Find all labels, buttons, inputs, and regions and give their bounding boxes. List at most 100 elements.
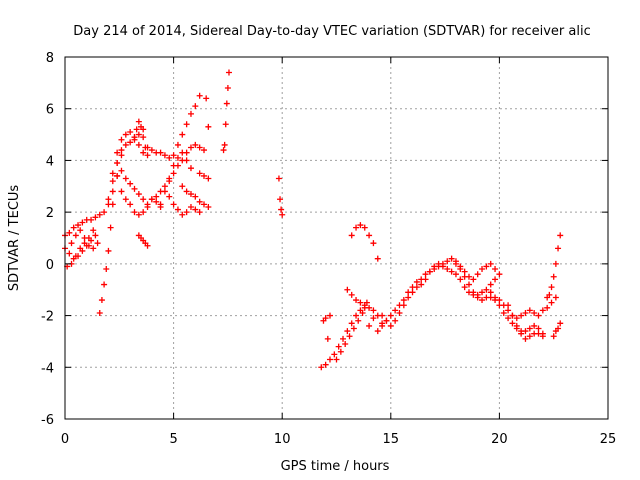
data-point [183, 188, 190, 195]
data-point [522, 309, 529, 316]
data-point [492, 294, 499, 301]
data-point [105, 247, 112, 254]
data-point [479, 266, 486, 273]
data-point [374, 328, 381, 335]
x-tick-label: 5 [169, 432, 177, 447]
data-point [187, 144, 194, 151]
data-point [555, 325, 562, 332]
series-trace-e [96, 152, 125, 316]
data-point [161, 183, 168, 190]
data-point [413, 284, 420, 291]
data-point [531, 309, 538, 316]
data-point [221, 141, 228, 148]
data-point [196, 144, 203, 151]
data-point [81, 235, 88, 241]
data-point [201, 172, 208, 179]
data-point [550, 333, 557, 340]
series-trace-ad [487, 289, 559, 322]
data-point [518, 330, 525, 337]
data-point [346, 333, 353, 340]
data-point [418, 281, 425, 288]
data-point [277, 196, 284, 203]
data-point [196, 92, 203, 99]
series-trace-ab [379, 260, 499, 329]
data-point [340, 335, 347, 342]
data-point [109, 178, 116, 185]
data-point [275, 175, 282, 182]
data-point [79, 219, 86, 226]
data-point [77, 245, 84, 252]
data-point [201, 201, 208, 208]
x-tick-label: 15 [383, 432, 400, 447]
data-point [70, 224, 77, 231]
data-point [140, 149, 147, 156]
data-point [187, 191, 194, 198]
data-point [479, 289, 486, 296]
series-trace-ag [550, 320, 564, 340]
series-trace-l [144, 144, 173, 161]
data-point [127, 139, 134, 146]
data-point [192, 103, 199, 110]
series-trace-o [166, 193, 203, 218]
data-point [344, 286, 351, 293]
data-point [539, 333, 546, 340]
data-point [131, 185, 138, 192]
y-tick-label: 2 [46, 206, 54, 221]
data-point [68, 240, 75, 247]
data-point [224, 85, 231, 92]
data-point [344, 328, 351, 335]
data-point [66, 250, 73, 257]
data-point [322, 315, 329, 322]
data-point [342, 341, 349, 348]
data-point [370, 315, 377, 322]
x-tick-label: 10 [274, 432, 291, 447]
data-point [318, 364, 325, 371]
data-point [90, 245, 97, 252]
data-point [526, 333, 533, 340]
data-point [131, 209, 138, 216]
data-point [135, 141, 142, 148]
data-point [548, 284, 555, 291]
data-point [174, 141, 181, 148]
data-point [122, 196, 129, 203]
data-point [487, 289, 494, 296]
data-point [444, 258, 451, 265]
data-point [138, 123, 145, 130]
data-point [118, 147, 125, 154]
data-point [509, 312, 516, 319]
data-point [374, 255, 381, 262]
series-trace-m [148, 141, 208, 203]
data-point [409, 289, 416, 296]
data-point [161, 188, 168, 195]
series-trace-u [275, 175, 286, 218]
data-point [96, 309, 103, 316]
data-point [435, 260, 442, 267]
data-point [148, 196, 155, 203]
data-point [101, 209, 108, 216]
data-point [392, 317, 399, 324]
data-point [192, 141, 199, 148]
data-point [127, 180, 134, 187]
data-point [326, 356, 333, 363]
data-point [326, 312, 333, 319]
data-point [526, 307, 533, 314]
data-point [483, 286, 490, 293]
data-point [92, 232, 99, 239]
data-point [505, 315, 512, 322]
y-tick-label: 0 [46, 258, 54, 273]
data-point [535, 330, 542, 337]
data-point [203, 95, 210, 102]
data-point [140, 209, 147, 216]
data-point [439, 263, 446, 270]
x-tick-label: 25 [600, 432, 617, 447]
data-point [196, 209, 203, 216]
data-point [279, 211, 286, 218]
data-point [392, 307, 399, 314]
data-point [114, 160, 121, 167]
data-point [361, 224, 368, 231]
data-point [405, 294, 412, 301]
data-point [379, 312, 386, 319]
data-point [85, 242, 92, 249]
data-point [170, 152, 177, 159]
series-trace-g [114, 128, 151, 159]
